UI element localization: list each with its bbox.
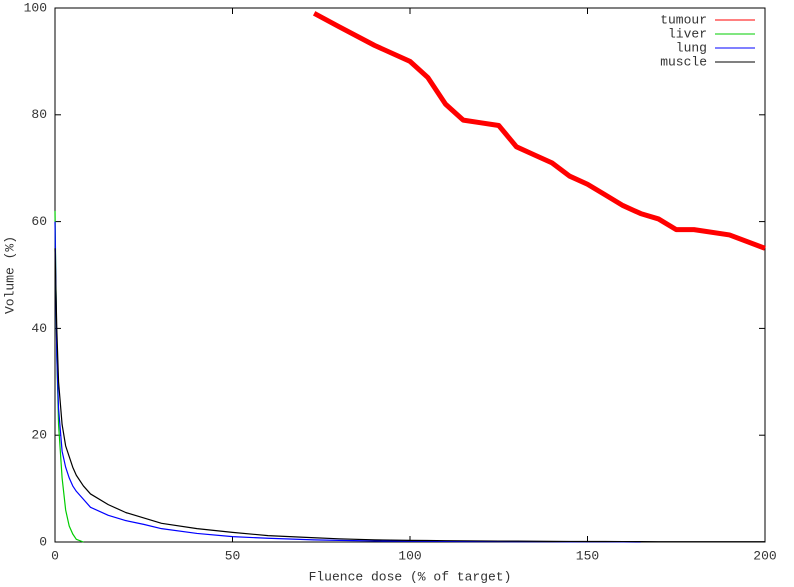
y-tick-label: 100 bbox=[24, 0, 47, 15]
x-tick-label: 200 bbox=[753, 548, 776, 563]
y-tick-label: 40 bbox=[31, 321, 47, 336]
x-tick-label: 100 bbox=[398, 548, 421, 563]
x-tick-label: 150 bbox=[576, 548, 599, 563]
series-line bbox=[54, 248, 765, 543]
x-axis-label: Fluence dose (% of target) bbox=[309, 569, 512, 584]
y-tick-label: 80 bbox=[31, 107, 47, 122]
legend-label: tumour bbox=[660, 12, 707, 27]
series-line bbox=[54, 221, 641, 543]
legend-label: liver bbox=[668, 26, 707, 41]
legend-label: muscle bbox=[660, 54, 707, 69]
x-tick-label: 50 bbox=[225, 548, 241, 563]
y-tick-label: 20 bbox=[31, 428, 47, 443]
series-line bbox=[312, 11, 766, 251]
y-axis-label: Volume (%) bbox=[2, 236, 17, 314]
x-tick-label: 0 bbox=[51, 548, 59, 563]
y-tick-label: 60 bbox=[31, 214, 47, 229]
series-line bbox=[54, 210, 84, 543]
plot-border bbox=[54, 7, 766, 543]
legend-label: lung bbox=[676, 40, 707, 55]
y-tick-label: 0 bbox=[39, 534, 47, 549]
